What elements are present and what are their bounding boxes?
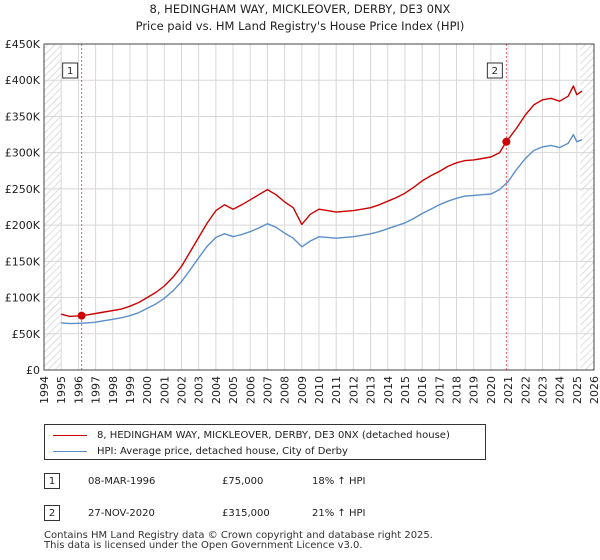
legend-item-hpi: HPI: Average price, detached house, City… bbox=[53, 443, 348, 459]
x-tick-label: 1999 bbox=[124, 376, 137, 404]
series-line bbox=[61, 85, 583, 318]
sale-price: £315,000 bbox=[222, 508, 270, 519]
chart-series bbox=[61, 85, 583, 325]
x-tick-label: 2019 bbox=[468, 376, 481, 404]
sale-label-box bbox=[486, 62, 503, 79]
sale-number-badge: 1 bbox=[44, 473, 60, 489]
x-tick-label: 2005 bbox=[227, 376, 240, 404]
y-tick-label: £50K bbox=[12, 328, 41, 341]
legend-swatch-hpi bbox=[53, 450, 87, 452]
x-tick-label: 2021 bbox=[502, 376, 515, 404]
hatch-region-start bbox=[44, 44, 62, 370]
x-tick-label: 2008 bbox=[279, 376, 292, 404]
x-tick-label: 1996 bbox=[72, 376, 85, 404]
sale-number-badge: 2 bbox=[44, 505, 60, 521]
price-chart: £0 £50K £100K £150K £200K £250K £300K £350K £400… bbox=[5, 2, 600, 404]
sale-date: 27-NOV-2020 bbox=[88, 508, 155, 519]
x-tick-label: 2001 bbox=[158, 376, 171, 404]
x-tick-label: 2013 bbox=[365, 376, 378, 404]
hatch-region-end bbox=[580, 44, 594, 370]
x-tick-label: 2010 bbox=[313, 376, 326, 404]
plot-border bbox=[43, 43, 595, 371]
x-tick-label: 2017 bbox=[433, 376, 446, 404]
x-tick-label: 2020 bbox=[485, 376, 498, 404]
x-tick-label: 2009 bbox=[296, 376, 309, 404]
x-tick-label: 2023 bbox=[536, 376, 549, 404]
x-tick-label: 2025 bbox=[571, 376, 584, 404]
chart-legend: 8, HEDINGHAM WAY, MICKLEOVER, DERBY, DE3… bbox=[44, 424, 486, 460]
x-tick-label: 2006 bbox=[244, 376, 257, 404]
sale-point bbox=[502, 137, 511, 146]
sale-point bbox=[77, 311, 86, 320]
chart-title: 8, HEDINGHAM WAY, MICKLEOVER, DERBY, DE3… bbox=[150, 2, 451, 16]
x-tick-label: 2024 bbox=[554, 376, 567, 404]
footer-line-1: Contains HM Land Registry data © Crown c… bbox=[44, 530, 433, 541]
series-line bbox=[61, 133, 583, 325]
x-tick-label: 1994 bbox=[38, 376, 51, 404]
x-tick-label: 2000 bbox=[141, 376, 154, 404]
x-tick-label: 2018 bbox=[451, 376, 464, 404]
x-tick-label: 2026 bbox=[588, 376, 600, 404]
x-tick-label: 2022 bbox=[519, 376, 532, 404]
sale-label-number: 1 bbox=[67, 66, 73, 77]
sale-hpi-diff: 18% ↑ HPI bbox=[312, 476, 366, 487]
x-tick-label: 2012 bbox=[347, 376, 360, 404]
y-tick-label: £350K bbox=[5, 110, 41, 123]
y-tick-label: £100K bbox=[5, 292, 41, 305]
y-tick-label: £200K bbox=[5, 219, 41, 232]
x-tick-label: 2002 bbox=[176, 376, 189, 404]
footer-line-2: This data is licensed under the Open Gov… bbox=[44, 540, 363, 551]
chart-subtitle: Price paid vs. HM Land Registry's House … bbox=[136, 19, 465, 33]
x-tick-label: 2016 bbox=[416, 376, 429, 404]
legend-swatch-property bbox=[53, 434, 87, 436]
legend-label-hpi: HPI: Average price, detached house, City… bbox=[97, 445, 348, 457]
x-tick-label: 1998 bbox=[107, 376, 120, 404]
sale-label-number: 2 bbox=[492, 66, 498, 77]
y-tick-label: £400K bbox=[5, 74, 41, 87]
chart-hatch bbox=[44, 44, 594, 370]
chart-grid bbox=[43, 43, 595, 371]
x-tick-label: 1997 bbox=[90, 376, 103, 404]
x-tick-label: 2014 bbox=[382, 376, 395, 404]
y-tick-label: £0 bbox=[26, 364, 40, 377]
sale-date: 08-MAR-1996 bbox=[88, 476, 156, 487]
footer-attribution: Contains HM Land Registry data © Crown c… bbox=[44, 531, 433, 551]
x-tick-label: 1995 bbox=[55, 376, 68, 404]
y-tick-label: £150K bbox=[5, 255, 41, 268]
y-tick-label: £300K bbox=[5, 147, 41, 160]
x-tick-label: 2007 bbox=[261, 376, 274, 404]
x-tick-label: 2004 bbox=[210, 376, 223, 404]
y-tick-label: £250K bbox=[5, 183, 41, 196]
x-tick-label: 2011 bbox=[330, 376, 343, 404]
sale-price: £75,000 bbox=[222, 476, 264, 487]
legend-item-property: 8, HEDINGHAM WAY, MICKLEOVER, DERBY, DE3… bbox=[53, 427, 450, 443]
y-tick-label: £450K bbox=[5, 38, 41, 51]
legend-label-property: 8, HEDINGHAM WAY, MICKLEOVER, DERBY, DE3… bbox=[97, 429, 450, 441]
chart-labels: £0 £50K £100K £150K £200K £250K £300K £350K £400… bbox=[5, 38, 600, 404]
x-tick-label: 2015 bbox=[399, 376, 412, 404]
sale-points bbox=[77, 137, 511, 320]
sale-hpi-diff: 21% ↑ HPI bbox=[312, 508, 366, 519]
sale-label-box bbox=[62, 62, 79, 79]
x-tick-label: 2003 bbox=[193, 376, 206, 404]
